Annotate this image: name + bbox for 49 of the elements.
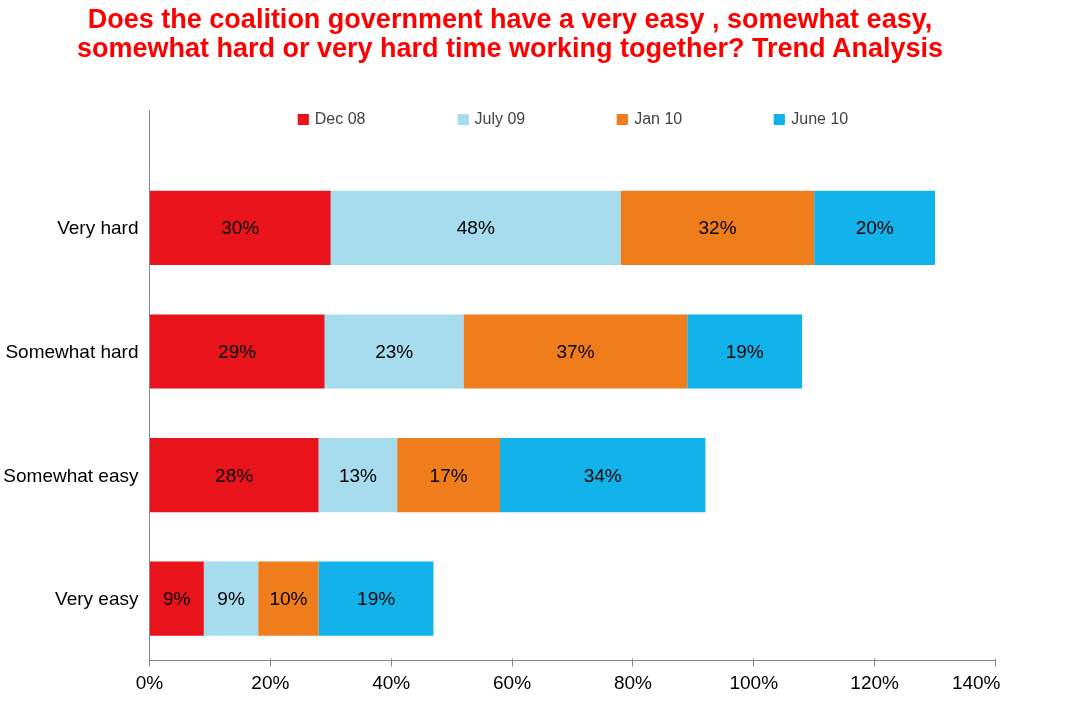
y-tick-label: Very easy	[55, 588, 139, 610]
legend-label: July 09	[474, 110, 526, 128]
data-label: 48%	[456, 217, 495, 239]
data-label: 13%	[338, 464, 378, 486]
bar	[203, 561, 259, 636]
legend-label: June 10	[791, 110, 849, 128]
bar	[149, 314, 325, 389]
x-tick-label: 80%	[613, 671, 653, 693]
y-tick-label: Somewhat easy	[3, 464, 139, 486]
x-tick-label: 60%	[493, 671, 532, 693]
data-label: 29%	[218, 341, 257, 363]
bar	[258, 561, 319, 636]
x-tick-label: 100%	[729, 671, 779, 693]
data-label: 17%	[429, 464, 468, 486]
data-label: 19%	[725, 341, 764, 363]
bar	[687, 314, 803, 389]
bar	[499, 438, 706, 513]
data-label: 34%	[583, 464, 622, 486]
chart-title: Does the coalition government have a very easy , somewhat easy, somewhat hard or very hard time working together? Trend Analysis	[75, 4, 945, 63]
bar	[149, 561, 204, 636]
data-label: 10%	[269, 588, 308, 610]
y-tick-label: Somewhat hard	[5, 341, 139, 363]
bar	[463, 314, 688, 389]
data-label: 19%	[357, 588, 396, 610]
bar	[397, 438, 500, 513]
bar	[149, 438, 319, 513]
bar	[330, 190, 621, 265]
x-tick-label: 0%	[135, 671, 164, 693]
bar	[318, 438, 398, 513]
legend-label: Dec 08	[314, 110, 366, 128]
x-tick-label: 140%	[951, 671, 1001, 693]
x-tick-label: 20%	[251, 671, 290, 693]
bar	[814, 190, 936, 265]
x-tick-label: 120%	[850, 671, 900, 693]
bar	[149, 190, 331, 265]
data-label: 32%	[698, 217, 737, 239]
data-label: 30%	[221, 217, 260, 239]
y-tick-label: Very hard	[57, 217, 139, 239]
data-label: 23%	[375, 341, 414, 363]
x-tick-label: 40%	[372, 671, 411, 693]
data-label: 20%	[855, 217, 894, 239]
bar	[620, 190, 815, 265]
data-label: 9%	[217, 588, 245, 610]
legend-label: Jan 10	[634, 110, 683, 128]
bar	[318, 561, 434, 636]
data-label: 28%	[215, 464, 254, 486]
data-label: 37%	[556, 341, 595, 363]
data-label: 9%	[162, 588, 191, 610]
bar	[324, 314, 464, 389]
